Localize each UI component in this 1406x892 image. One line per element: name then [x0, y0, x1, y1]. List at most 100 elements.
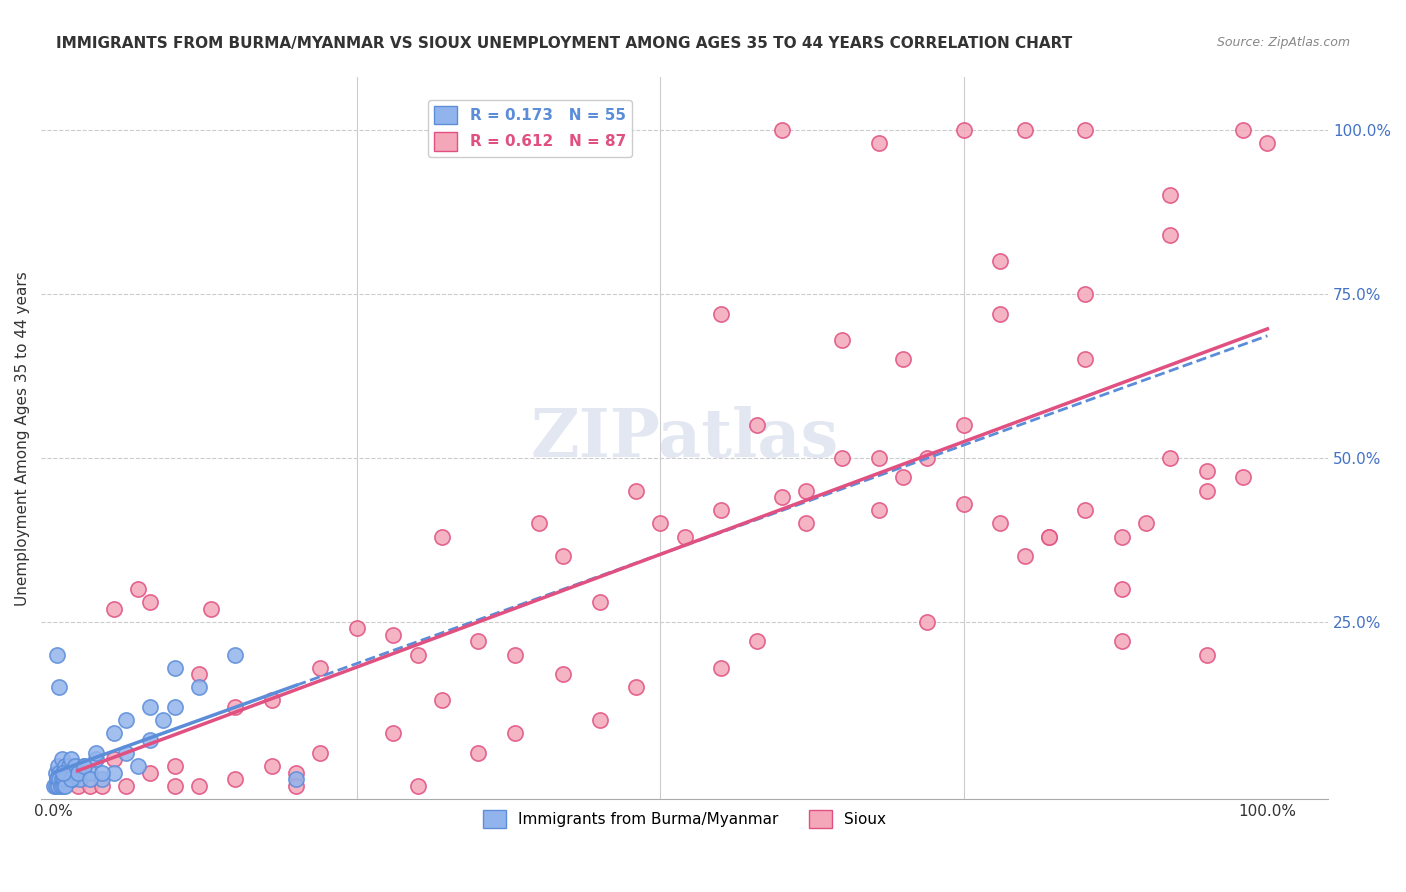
Point — [188, 681, 211, 695]
Point — [60, 752, 83, 766]
Point — [1014, 549, 1036, 564]
Point — [139, 765, 162, 780]
Point — [1135, 516, 1157, 531]
Point — [1159, 227, 1181, 242]
Point — [48, 765, 70, 780]
Point — [188, 667, 211, 681]
Point — [59, 765, 82, 780]
Point — [224, 700, 246, 714]
Point — [953, 497, 976, 511]
Point — [52, 779, 75, 793]
Point — [747, 417, 769, 432]
Point — [163, 661, 186, 675]
Point — [52, 765, 75, 780]
Point — [1111, 529, 1133, 543]
Point — [917, 450, 939, 465]
Point — [200, 601, 222, 615]
Point — [382, 726, 405, 740]
Point — [139, 700, 162, 714]
Point — [45, 765, 67, 780]
Point — [139, 732, 162, 747]
Point — [1111, 582, 1133, 596]
Point — [346, 621, 368, 635]
Point — [553, 667, 575, 681]
Point — [188, 779, 211, 793]
Point — [163, 759, 186, 773]
Point — [588, 713, 610, 727]
Point — [139, 595, 162, 609]
Point — [406, 648, 429, 662]
Point — [710, 306, 733, 320]
Point — [1074, 123, 1097, 137]
Point — [1232, 470, 1254, 484]
Point — [503, 726, 526, 740]
Point — [53, 772, 76, 786]
Point — [115, 713, 138, 727]
Point — [1014, 123, 1036, 137]
Point — [66, 765, 89, 780]
Point — [1074, 286, 1097, 301]
Point — [72, 759, 94, 773]
Point — [1195, 464, 1218, 478]
Text: ZIPatlas: ZIPatlas — [530, 406, 839, 471]
Point — [1256, 136, 1278, 150]
Point — [988, 516, 1011, 531]
Point — [127, 759, 149, 773]
Point — [503, 648, 526, 662]
Point — [56, 772, 79, 786]
Point — [103, 601, 125, 615]
Point — [891, 352, 914, 367]
Point — [1159, 188, 1181, 202]
Point — [988, 254, 1011, 268]
Point — [45, 772, 67, 786]
Point — [588, 595, 610, 609]
Point — [152, 713, 174, 727]
Point — [624, 681, 647, 695]
Point — [72, 759, 94, 773]
Point — [48, 681, 70, 695]
Point — [953, 417, 976, 432]
Point — [51, 752, 73, 766]
Point — [467, 634, 489, 648]
Point — [553, 549, 575, 564]
Point — [55, 779, 77, 793]
Text: Source: ZipAtlas.com: Source: ZipAtlas.com — [1216, 36, 1350, 49]
Point — [103, 765, 125, 780]
Point — [868, 503, 890, 517]
Point — [382, 628, 405, 642]
Point — [868, 450, 890, 465]
Point — [527, 516, 550, 531]
Point — [309, 661, 332, 675]
Point — [285, 772, 308, 786]
Point — [63, 759, 86, 773]
Point — [49, 772, 72, 786]
Point — [163, 779, 186, 793]
Text: IMMIGRANTS FROM BURMA/MYANMAR VS SIOUX UNEMPLOYMENT AMONG AGES 35 TO 44 YEARS CO: IMMIGRANTS FROM BURMA/MYANMAR VS SIOUX U… — [56, 36, 1073, 51]
Point — [710, 661, 733, 675]
Point — [1038, 529, 1060, 543]
Point — [406, 779, 429, 793]
Point — [103, 726, 125, 740]
Point — [62, 772, 84, 786]
Point — [868, 136, 890, 150]
Point — [673, 529, 696, 543]
Point — [55, 759, 77, 773]
Point — [46, 779, 69, 793]
Point — [79, 779, 101, 793]
Point — [309, 746, 332, 760]
Point — [831, 333, 853, 347]
Point — [79, 772, 101, 786]
Point — [770, 490, 793, 504]
Point — [1074, 352, 1097, 367]
Point — [1111, 634, 1133, 648]
Point — [79, 765, 101, 780]
Point — [260, 693, 283, 707]
Point — [45, 648, 67, 662]
Point — [58, 759, 80, 773]
Point — [285, 779, 308, 793]
Point — [1159, 450, 1181, 465]
Point — [794, 516, 817, 531]
Point — [285, 765, 308, 780]
Point — [430, 693, 453, 707]
Point — [127, 582, 149, 596]
